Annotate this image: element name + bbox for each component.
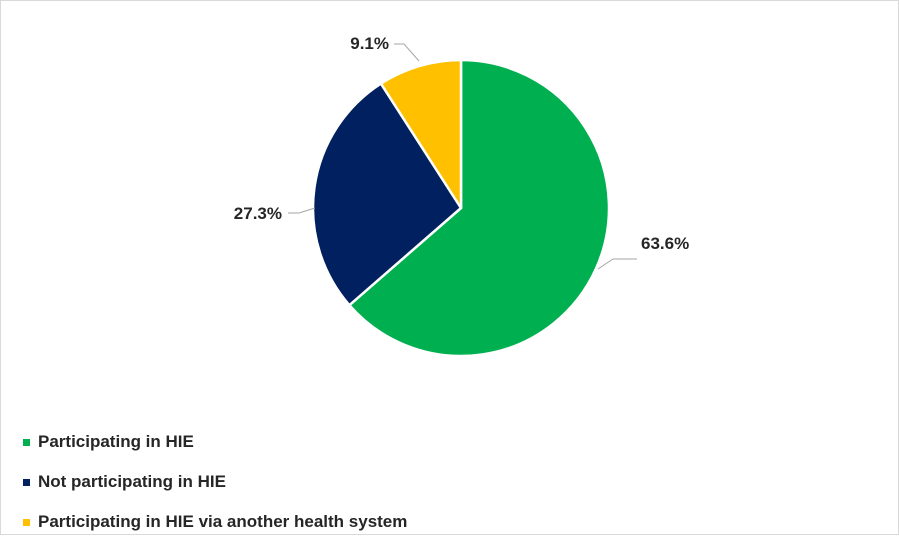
data-label: 27.3% — [234, 204, 282, 223]
pie-slice — [348, 58, 611, 358]
legend-swatch — [23, 518, 30, 526]
data-label: 63.6% — [641, 234, 689, 253]
legend-label: Not participating in HIE — [38, 472, 226, 491]
legend-item-via-another-system: Participating in HIE via another health … — [23, 509, 407, 535]
pie-chart: 63.6% 27.3% 9.1% — [234, 34, 689, 358]
leader-line — [597, 258, 637, 270]
pie-slice — [311, 82, 463, 307]
legend: Participating in HIE Not participating i… — [23, 429, 407, 549]
leader-line — [394, 43, 420, 62]
pie-slice — [379, 58, 463, 210]
legend-item-participating: Participating in HIE — [23, 429, 407, 455]
chart-frame: 63.6% 27.3% 9.1% Participating in HIE Not … — [0, 0, 899, 535]
legend-label: Participating in HIE — [38, 432, 194, 451]
legend-swatch — [23, 478, 30, 486]
leader-line — [288, 207, 316, 214]
legend-swatch — [23, 438, 30, 446]
legend-label: Participating in HIE via another health … — [38, 512, 408, 531]
data-label: 9.1% — [350, 34, 389, 53]
legend-item-not-participating: Not participating in HIE — [23, 469, 407, 495]
